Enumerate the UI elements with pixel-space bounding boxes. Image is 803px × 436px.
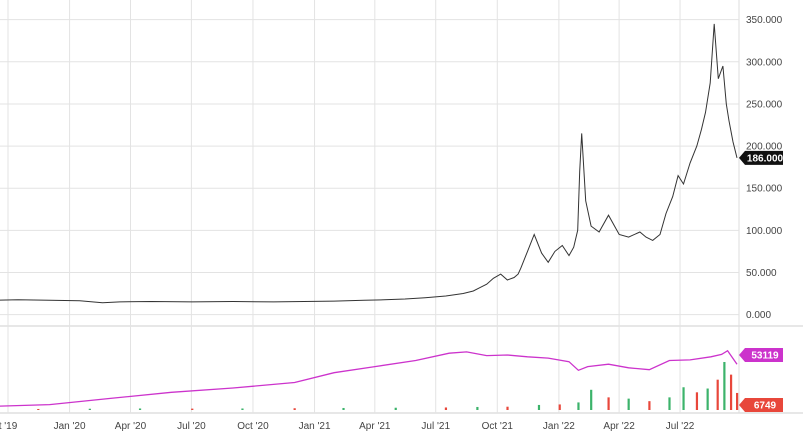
y-tick-label: 50.000 [746,268,777,279]
volume-bar [706,388,709,410]
volume-bar [729,374,733,410]
x-tick-label: Apr '20 [115,421,147,432]
volume-bar [476,406,479,410]
y-tick-label: 200.000 [746,142,783,153]
x-tick-label: Jan '21 [299,421,331,432]
volume-bar [191,408,194,410]
x-tick-label: Apr '22 [603,421,635,432]
volume-bar [88,408,91,410]
y-tick-label: 100.000 [746,226,783,237]
indicator-last-tag-text: 53119 [751,351,779,362]
price-last-tag-text: 186.000 [747,153,784,164]
price-line [0,23,738,304]
x-tick-label: Jul '22 [666,421,695,432]
volume-bar [506,406,509,410]
volume-bar [668,397,671,410]
x-tick-label: Jul '20 [177,421,206,432]
volume-bar [342,407,345,410]
indicator-line-group [0,349,738,407]
indicator-last-tag: 53119 [739,348,783,362]
price-last-tag-shape [739,150,783,165]
volume-bar [537,404,541,410]
volume-bar [37,408,40,410]
volume-last-tag-shape [739,398,783,412]
x-tick-label: t '19 [0,421,18,432]
y-tick-label: 300.000 [746,57,783,68]
volume-bar [138,408,142,410]
volume-last-tag-text: 6749 [754,401,777,412]
price-line-group [0,23,738,304]
volume-bar [293,408,296,410]
price-last-tag: 186.000 [739,150,784,165]
last-value-tags: 186.000 53119 6749 [739,150,784,412]
volume-bars [37,362,739,410]
indicator-line [0,349,738,407]
y-tick-label: 350.000 [746,15,783,26]
volume-bar [682,387,685,410]
volume-bar [723,362,726,410]
volume-bar [716,379,719,410]
volume-bar [627,398,630,410]
x-tick-label: Jan '22 [543,421,575,432]
volume-bar [695,392,699,410]
volume-bar [558,404,561,410]
x-tick-label: Jul '21 [421,421,450,432]
y-tick-label: 0.000 [746,310,771,321]
x-tick-label: Oct '21 [482,421,514,432]
volume-bar [577,402,580,410]
indicator-last-tag-shape [739,348,783,362]
y-tick-label: 150.000 [746,184,783,195]
volume-bar [241,408,244,410]
x-tick-label: Jan '20 [54,421,86,432]
y-tick-label: 250.000 [746,99,783,110]
grid [0,0,803,414]
volume-bar [590,389,593,410]
volume-bar [607,397,610,410]
volume-bar [736,392,739,410]
volume-last-tag: 6749 [739,398,783,412]
x-tick-label: Oct '20 [237,421,269,432]
volume-bar [394,407,397,410]
axis-labels: t '19 Jan '20 Apr '20 Jul '20 Oct '20 Jan '21… [0,15,783,432]
volume-bar [648,401,651,410]
x-tick-label: Apr '21 [359,421,391,432]
volume-bar [444,407,448,410]
